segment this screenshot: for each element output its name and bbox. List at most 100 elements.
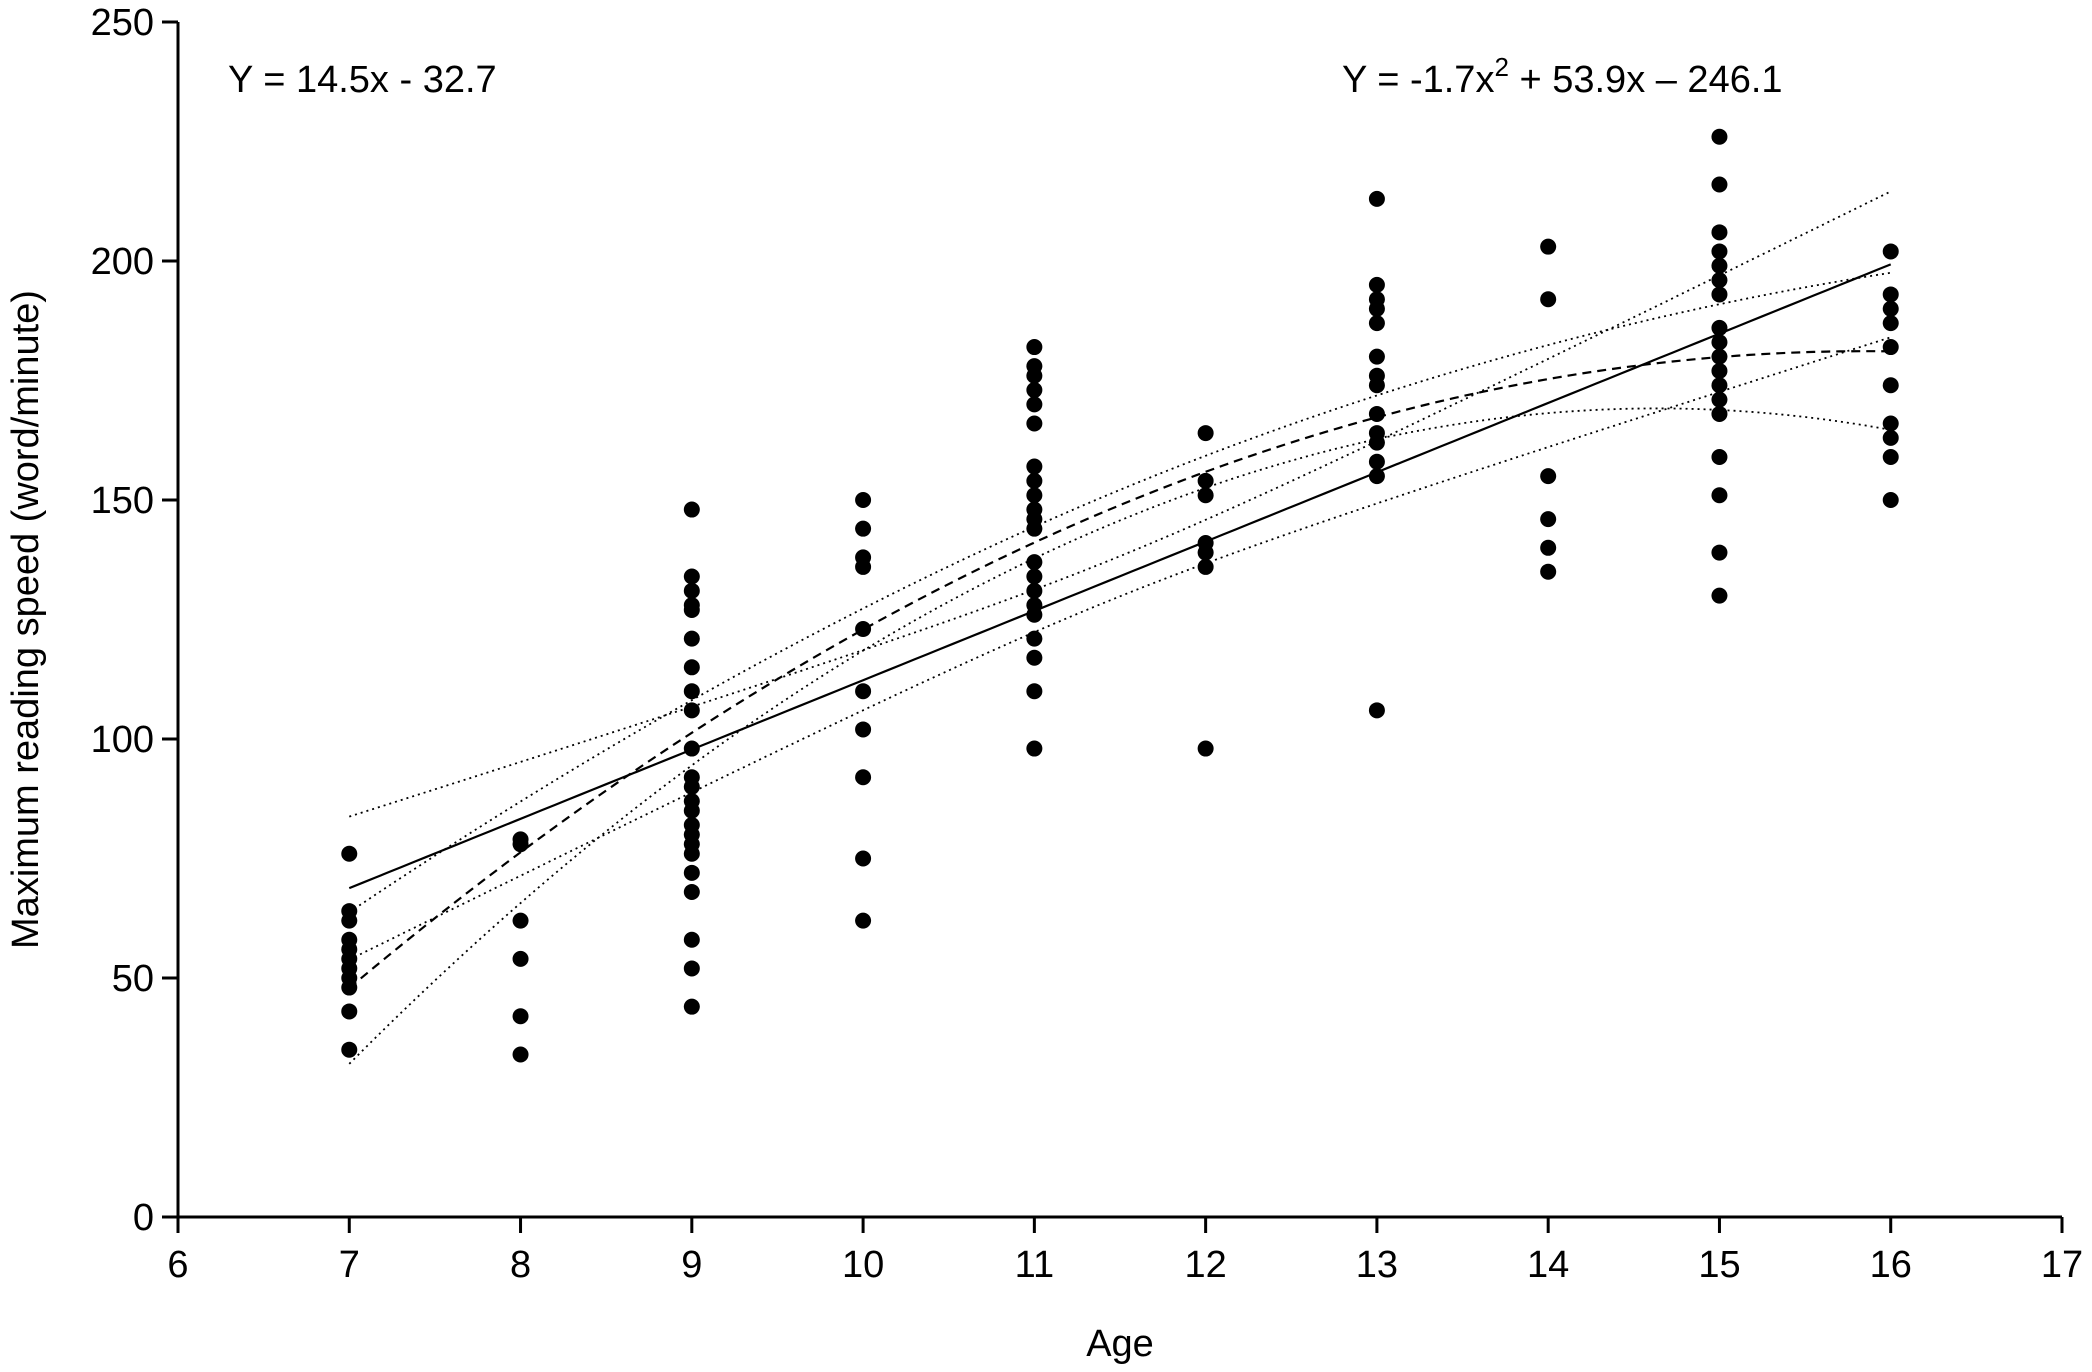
x-tick-label: 14 — [1527, 1244, 1569, 1286]
data-point — [1711, 128, 1728, 145]
data-point — [1882, 243, 1899, 260]
data-point — [683, 702, 700, 719]
linear-ci-lower-curve — [348, 336, 1892, 961]
data-point — [1711, 224, 1728, 241]
data-point — [1197, 558, 1214, 575]
data-point — [1711, 272, 1728, 289]
data-point — [1197, 425, 1214, 442]
data-point — [1026, 606, 1043, 623]
data-point — [683, 778, 700, 795]
data-point — [1540, 238, 1557, 255]
data-point — [1711, 448, 1728, 465]
data-point — [683, 659, 700, 676]
data-point — [1540, 468, 1557, 485]
y-tick-label: 150 — [91, 480, 154, 522]
data-point — [512, 1046, 529, 1063]
data-point — [1711, 587, 1728, 604]
data-point — [1026, 568, 1043, 585]
y-tick-label: 200 — [91, 241, 154, 283]
y-tick-label: 100 — [91, 719, 154, 761]
quadratic-fit-curve — [348, 350, 1891, 989]
data-point — [1026, 458, 1043, 475]
data-point — [1026, 396, 1043, 413]
x-tick-label: 12 — [1184, 1244, 1226, 1286]
data-point — [1026, 472, 1043, 489]
data-point — [1368, 377, 1385, 394]
quadratic-equation-prefix: Y = -1.7x — [1342, 59, 1494, 101]
data-point — [1711, 487, 1728, 504]
data-point — [1882, 377, 1899, 394]
data-point — [1026, 683, 1043, 700]
data-point — [1711, 319, 1728, 336]
data-point — [855, 912, 872, 929]
data-point — [1711, 348, 1728, 365]
quadratic-ci-lower-curve — [348, 407, 1891, 1065]
data-point — [512, 836, 529, 853]
linear-ci-upper-curve — [348, 190, 1892, 818]
data-point — [855, 769, 872, 786]
data-point — [1368, 348, 1385, 365]
x-tick-label: 15 — [1698, 1244, 1740, 1286]
quadratic-equation-exponent: 2 — [1494, 52, 1508, 82]
data-point — [683, 740, 700, 757]
data-point — [1882, 429, 1899, 446]
data-point — [1711, 544, 1728, 561]
data-point — [1026, 630, 1043, 647]
data-point — [1368, 300, 1385, 317]
data-point — [1197, 487, 1214, 504]
data-point — [1540, 291, 1557, 308]
data-point — [855, 850, 872, 867]
data-point — [683, 630, 700, 647]
data-point — [1197, 544, 1214, 561]
data-point — [1026, 740, 1043, 757]
data-point — [855, 721, 872, 738]
data-point — [512, 912, 529, 929]
data-point — [855, 520, 872, 537]
y-axis-title: Maximum reading speed (word/minute) — [5, 290, 47, 949]
fit-curves — [348, 190, 1892, 1065]
y-tick-label: 50 — [112, 958, 154, 1000]
data-point — [1882, 448, 1899, 465]
x-axis-ticks: 6 7 8 9 10 11 12 13 14 15 16 17 — [167, 1217, 2083, 1286]
data-point — [1711, 243, 1728, 260]
x-tick-label: 10 — [842, 1244, 884, 1286]
x-tick-label: 13 — [1356, 1244, 1398, 1286]
data-point — [1882, 415, 1899, 432]
data-point — [855, 558, 872, 575]
y-tick-label: 250 — [91, 2, 154, 44]
data-point — [1197, 472, 1214, 489]
data-point — [1711, 362, 1728, 379]
data-point — [855, 621, 872, 638]
axes: 0 50 100 150 200 250 6 7 8 9 10 11 12 13 14 15 16 17 — [91, 2, 2084, 1286]
data-point — [683, 568, 700, 585]
data-point — [1026, 415, 1043, 432]
data-point — [1368, 434, 1385, 451]
data-point — [512, 1008, 529, 1025]
quadratic-equation-suffix: + 53.9x – 246.1 — [1509, 59, 1783, 101]
data-point — [683, 802, 700, 819]
data-point — [1026, 382, 1043, 399]
data-point — [1882, 492, 1899, 508]
data-point — [1026, 554, 1043, 571]
quadratic-equation-annotation: Y = -1.7x2 + 53.9x – 246.1 — [1342, 52, 1783, 101]
data-point — [341, 845, 358, 862]
x-tick-label: 8 — [510, 1244, 531, 1286]
data-point — [1540, 539, 1557, 556]
data-point — [1197, 740, 1214, 757]
data-point — [1026, 582, 1043, 599]
data-point — [683, 883, 700, 900]
y-tick-label: 0 — [133, 1197, 154, 1239]
x-tick-label: 16 — [1870, 1244, 1912, 1286]
x-tick-label: 6 — [167, 1244, 188, 1286]
data-point — [1368, 453, 1385, 470]
data-point — [1711, 257, 1728, 274]
linear-fit-line — [348, 263, 1892, 890]
data-point — [1711, 176, 1728, 193]
data-point — [1368, 405, 1385, 422]
data-point — [1882, 315, 1899, 332]
data-point — [1882, 300, 1899, 317]
data-point — [683, 931, 700, 948]
data-point — [512, 950, 529, 967]
data-point — [1368, 190, 1385, 207]
